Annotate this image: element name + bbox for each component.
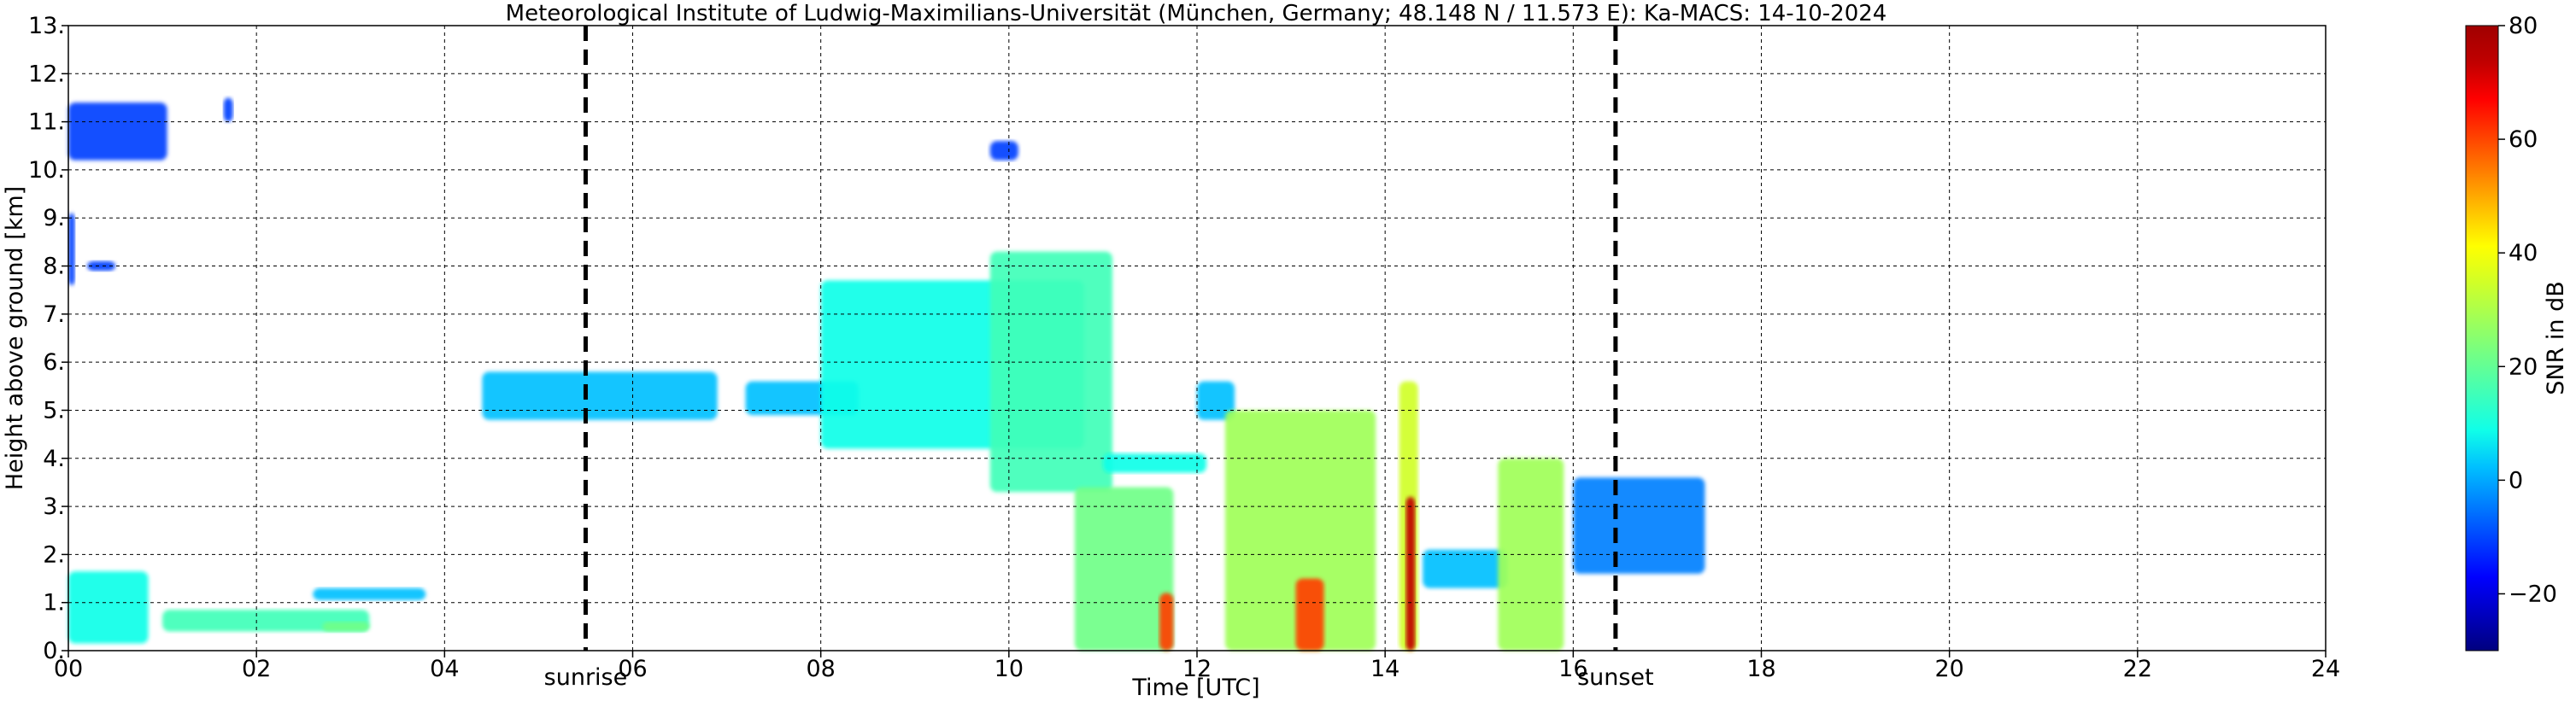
colorbar-tick-label: −20 (2509, 581, 2557, 607)
y-tick-label: 10. (28, 157, 65, 184)
y-tick-label: 6. (43, 349, 65, 376)
colorbar-tick-label: 20 (2509, 354, 2538, 380)
echo-region (68, 102, 167, 161)
y-tick-label: 2. (43, 541, 65, 568)
echo-region (1573, 477, 1705, 574)
y-tick-label: 1. (43, 590, 65, 616)
echo-region (1295, 578, 1324, 651)
echo-region (162, 610, 370, 632)
colorbar: −20 0 20 40 60 80 SNR in dB (2465, 13, 2569, 651)
y-tick-label: 5. (43, 397, 65, 424)
colorbar-tick-label: 40 (2509, 240, 2538, 266)
echo-region (87, 260, 116, 272)
echo-region (1159, 593, 1174, 651)
x-tick-label: 10 (995, 656, 1024, 682)
colorbar-scale (2465, 25, 2499, 651)
x-tick-label: 02 (242, 656, 271, 682)
sun-markers: sunrise sunset (544, 26, 1654, 691)
echo-region (313, 587, 426, 600)
grid-lines (67, 25, 2327, 651)
x-tick-label: 16 (1558, 656, 1587, 682)
x-tick-label: 18 (1746, 656, 1775, 682)
y-tick-label: 12. (28, 61, 65, 87)
x-tick-label: 22 (2123, 656, 2152, 682)
y-tick-label: 0. (43, 638, 65, 664)
echo-region (989, 141, 1018, 161)
y-tick-label: 11. (28, 109, 65, 136)
echo-region (1074, 487, 1174, 651)
echo-region (1423, 549, 1508, 588)
echo-region (1405, 496, 1416, 651)
y-tick-label: 9. (43, 205, 65, 231)
colorbar-ticks: −20 0 20 40 60 80 (2498, 13, 2557, 607)
echo-region (989, 251, 1112, 493)
echo-region (68, 571, 149, 644)
y-axis-label: Height above ground [km] (2, 186, 28, 490)
radar-echo-layer (68, 97, 1705, 651)
x-tick-label: 04 (430, 656, 459, 682)
echo-region (223, 97, 233, 122)
colorbar-tick-label: 80 (2509, 13, 2538, 39)
y-tick-label: 4. (43, 446, 65, 472)
echo-region (68, 213, 75, 286)
x-tick-label: 20 (1934, 656, 1963, 682)
sun-marker-label: sunrise (544, 664, 628, 691)
x-tick-label: 00 (54, 656, 83, 682)
x-tick-label: 06 (618, 656, 647, 682)
y-tick-label: 3. (43, 494, 65, 520)
x-axis-label: Time [UTC] (1131, 675, 1259, 701)
colorbar-label: SNR in dB (2543, 281, 2569, 395)
y-tick-label: 7. (43, 301, 65, 328)
y-axis-ticks: 0. 1. 2. 3. 4. 5. 6. 7. 8. 9. 10. 11. 12. 13. (28, 13, 68, 664)
x-tick-label: 08 (806, 656, 835, 682)
y-tick-label: 13. (28, 13, 65, 39)
echo-region (1102, 453, 1207, 473)
y-tick-label: 8. (43, 254, 65, 280)
x-axis-ticks: 00 02 04 06 08 10 12 14 16 18 20 22 24 (54, 651, 2340, 682)
echo-region (482, 371, 718, 420)
echo-region (1225, 410, 1376, 651)
chart-title: Meteorological Institute of Ludwig-Maxim… (506, 1, 1887, 26)
colorbar-tick-label: 0 (2509, 467, 2523, 494)
echo-region (322, 622, 370, 632)
x-tick-label: 12 (1182, 656, 1212, 682)
plot-frame (67, 25, 2327, 651)
sun-marker-label: sunset (1577, 664, 1654, 691)
colorbar-tick-label: 60 (2509, 126, 2538, 153)
x-tick-label: 14 (1370, 656, 1399, 682)
x-tick-label: 24 (2311, 656, 2340, 682)
